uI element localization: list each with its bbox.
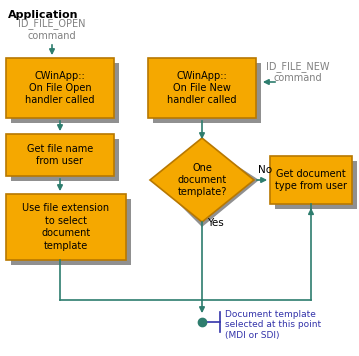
- Text: Get file name
from user: Get file name from user: [27, 144, 93, 166]
- Text: No: No: [258, 165, 272, 175]
- Text: ID_FILE_OPEN
command: ID_FILE_OPEN command: [18, 18, 86, 41]
- FancyBboxPatch shape: [11, 63, 119, 123]
- Text: CWinApp::
On File New
handler called: CWinApp:: On File New handler called: [167, 70, 237, 105]
- Text: Use file extension
to select
document
template: Use file extension to select document te…: [22, 203, 109, 251]
- Polygon shape: [150, 138, 254, 222]
- FancyBboxPatch shape: [270, 156, 352, 204]
- Text: Get document
type from user: Get document type from user: [275, 169, 347, 191]
- Polygon shape: [155, 143, 259, 227]
- FancyBboxPatch shape: [6, 134, 114, 176]
- Text: Application: Application: [8, 10, 79, 20]
- Text: CWinApp::
On File Open
handler called: CWinApp:: On File Open handler called: [25, 70, 95, 105]
- FancyBboxPatch shape: [153, 63, 261, 123]
- FancyBboxPatch shape: [11, 139, 119, 181]
- Text: ID_FILE_NEW
command: ID_FILE_NEW command: [266, 61, 330, 83]
- FancyBboxPatch shape: [11, 199, 131, 265]
- FancyBboxPatch shape: [6, 194, 126, 260]
- Text: Document template
selected at this point
(MDI or SDI): Document template selected at this point…: [225, 310, 321, 340]
- FancyBboxPatch shape: [6, 58, 114, 118]
- FancyBboxPatch shape: [148, 58, 256, 118]
- Text: One
document
template?: One document template?: [177, 163, 227, 197]
- Text: Yes: Yes: [207, 218, 224, 228]
- FancyBboxPatch shape: [275, 161, 357, 209]
